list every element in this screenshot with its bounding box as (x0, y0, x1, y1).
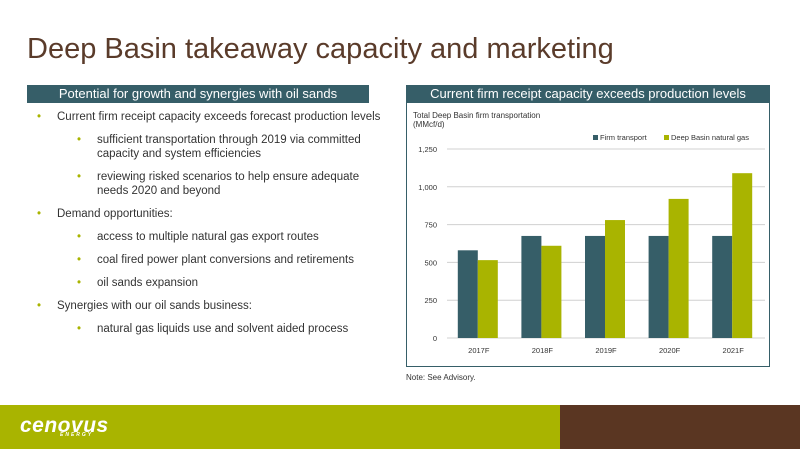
y-tick-label: 500 (424, 258, 437, 267)
cenovus-logo: cenovus (20, 414, 109, 437)
legend-label: Firm transport (600, 133, 648, 142)
chart-section-header: Current firm receipt capacity exceeds pr… (406, 85, 770, 103)
bullet-item: sufficient transportation through 2019 v… (77, 133, 387, 161)
x-tick-label: 2018F (532, 346, 554, 355)
x-tick-label: 2019F (595, 346, 617, 355)
bar-natural-gas (477, 260, 498, 338)
footer-green-band (0, 405, 560, 449)
bullet-item: Synergies with our oil sands business: (37, 299, 387, 313)
bullet-item: Demand opportunities: (37, 207, 387, 221)
chart-panel: Total Deep Basin firm transportation (MMc… (406, 103, 770, 367)
x-tick-label: 2017F (468, 346, 490, 355)
y-tick-label: 1,250 (418, 145, 437, 154)
cenovus-logo-subtext: ENERGY (60, 432, 94, 438)
bullet-item: reviewing risked scenarios to help ensur… (77, 170, 387, 198)
legend-swatch (664, 135, 669, 140)
x-tick-label: 2020F (659, 346, 681, 355)
bar-firm-transport (585, 235, 605, 338)
y-axis-label: (MMcf/d) (413, 120, 445, 129)
bullet-item: oil sands expansion (77, 276, 387, 290)
legend-swatch (593, 135, 598, 140)
advisory-note: Note: See Advisory. (406, 373, 476, 382)
bar-firm-transport (648, 235, 669, 338)
y-tick-label: 250 (424, 296, 437, 305)
bullet-item: coal fired power plant conversions and r… (77, 253, 387, 267)
bar-natural-gas (541, 245, 562, 338)
slide-title: Deep Basin takeaway capacity and marketi… (27, 33, 614, 65)
bar-natural-gas (668, 198, 689, 338)
bar-natural-gas (605, 220, 625, 338)
y-tick-label: 750 (424, 221, 437, 230)
chart-title: Total Deep Basin firm transportation (413, 111, 540, 120)
bullet-item: Current firm receipt capacity exceeds fo… (37, 110, 387, 124)
bar-firm-transport (521, 235, 542, 338)
left-section-header: Potential for growth and synergies with … (27, 85, 369, 103)
bar-firm-transport (457, 250, 478, 338)
legend-label: Deep Basin natural gas (671, 133, 749, 142)
bar-natural-gas (732, 173, 753, 338)
y-tick-label: 1,000 (418, 183, 437, 192)
bullet-list: Current firm receipt capacity exceeds fo… (37, 110, 387, 345)
footer-brown-band (560, 405, 800, 449)
bar-chart: Total Deep Basin firm transportation(MMc… (413, 111, 765, 355)
bullet-item: access to multiple natural gas export ro… (77, 230, 387, 244)
y-tick-label: 0 (433, 334, 437, 343)
bar-firm-transport (712, 235, 733, 338)
bullet-item: natural gas liquids use and solvent aide… (77, 322, 387, 336)
x-tick-label: 2021F (723, 346, 745, 355)
